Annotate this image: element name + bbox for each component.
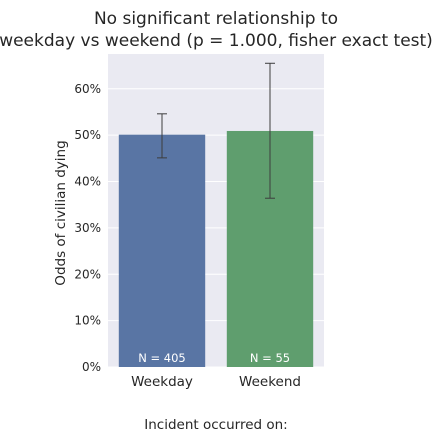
y-tick-label: 50%	[74, 128, 101, 142]
y-axis-label: Odds of civilian dying	[53, 140, 69, 285]
y-tick-label: 0%	[82, 360, 101, 374]
x-axis-label: Incident occurred on:	[144, 417, 287, 432]
chart-title-line-2: weekday vs weekend (p = 1.000, fisher ex…	[0, 31, 432, 51]
bar-count-labels: N = 405 N = 55	[138, 351, 290, 365]
bar-count-label: N = 405	[138, 351, 186, 365]
y-tick-label: 30%	[74, 221, 101, 235]
error-bars	[157, 62, 275, 199]
bars	[118, 130, 314, 367]
y-tick-label: 20%	[74, 267, 101, 281]
y-tick-label: 40%	[74, 175, 101, 189]
y-tick-labels: 0% 10% 20% 30% 40% 50% 60%	[74, 82, 101, 374]
x-tick-labels: Weekday Weekend	[131, 374, 301, 390]
x-tick-label: Weekend	[239, 374, 301, 390]
y-tick-label: 60%	[74, 82, 101, 96]
bar-weekday	[118, 134, 206, 367]
chart-title-line-1: No significant relationship to	[94, 9, 338, 29]
x-tick-label: Weekday	[131, 374, 193, 390]
y-tick-label: 10%	[74, 314, 101, 328]
bar-count-label: N = 55	[250, 351, 290, 365]
